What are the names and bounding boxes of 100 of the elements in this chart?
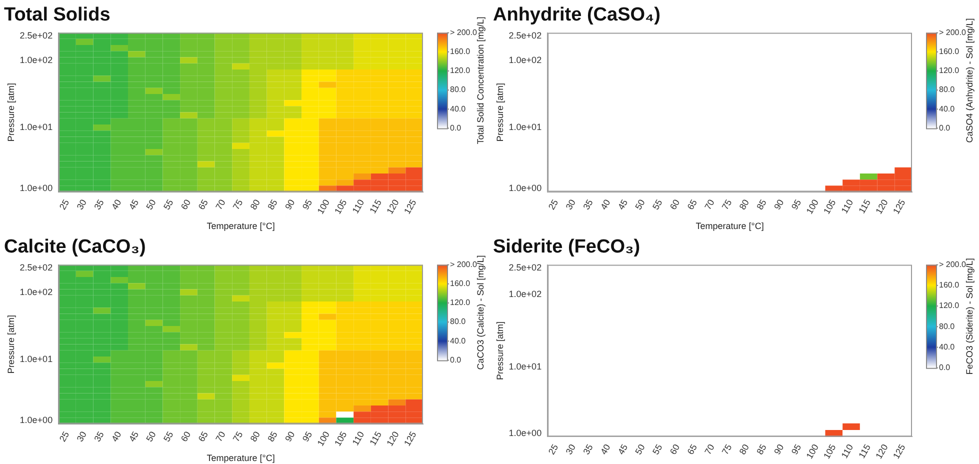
color-bar-label: 40.0: [939, 342, 956, 352]
x-tick-label: 125: [891, 198, 908, 216]
x-tick-label: 80: [737, 442, 752, 456]
y-tick-label: 1.0e+01: [20, 354, 53, 364]
color-bar-label: 160.0: [450, 47, 471, 56]
y-axis-title: Pressure [atm]: [6, 315, 16, 374]
x-tick-label: 50: [633, 198, 647, 212]
x-tick-label: 85: [266, 198, 280, 212]
x-tick-label: 55: [162, 430, 176, 444]
x-tick-label: 45: [126, 430, 141, 444]
x-tick-label: 125: [891, 442, 908, 461]
chart-title: Anhydrite (CaSO₄): [493, 4, 660, 26]
x-tick-label: 40: [110, 198, 124, 212]
y-tick-label: 2.5e+02: [508, 30, 542, 40]
y-tick-label: 1.0e+00: [508, 183, 542, 194]
x-tick-label: 25: [57, 430, 72, 444]
x-tick-label: 70: [702, 442, 716, 456]
x-axis-title: Temperature [°C]: [206, 453, 275, 464]
x-tick-label: 100: [804, 198, 820, 216]
y-tick-label: 1.0e+00: [20, 183, 53, 194]
y-tick-label: 1.0e+00: [20, 415, 53, 426]
y-tick-label: 1.0e+01: [508, 122, 542, 132]
x-tick-label: 80: [248, 198, 262, 212]
color-bar-label: 160.0: [939, 280, 960, 290]
x-tick-label: 95: [300, 430, 314, 444]
color-bar-label: 80.0: [450, 85, 466, 94]
x-tick-label: 115: [856, 198, 872, 216]
x-tick-label: 25: [546, 442, 560, 456]
color-bar-label: 0.0: [450, 123, 462, 132]
color-bar-label: 80.0: [939, 85, 956, 94]
x-tick-label: 30: [74, 430, 88, 444]
y-tick-label: 1.0e+02: [20, 54, 53, 65]
y-axis-title: Pressure [atm]: [6, 83, 16, 142]
x-tick-label: 40: [598, 442, 612, 456]
color-bar-label: 120.0: [450, 66, 471, 76]
chart-title: Calcite (CaCO₃): [4, 236, 146, 258]
x-tick-label: 85: [266, 430, 280, 444]
x-tick-label: 50: [144, 198, 158, 212]
x-tick-label: 60: [668, 442, 682, 456]
y-tick-label: 1.0e+02: [20, 286, 53, 297]
x-tick-label: 65: [196, 430, 210, 444]
x-tick-label: 70: [214, 430, 228, 444]
x-tick-label: 70: [702, 198, 716, 212]
x-tick-label: 35: [92, 430, 106, 444]
y-tick-label: 2.5e+02: [20, 262, 53, 272]
x-tick-label: 120: [874, 442, 890, 461]
x-tick-label: 45: [126, 198, 141, 212]
x-tick-label: 90: [283, 198, 297, 212]
x-tick-label: 120: [874, 198, 890, 216]
y-axis-title: Pressure [atm]: [494, 321, 505, 380]
x-tick-label: 45: [616, 198, 630, 212]
x-tick-label: 55: [162, 198, 176, 212]
x-tick-label: 60: [178, 198, 193, 212]
y-tick-label: 2.5e+02: [508, 262, 542, 273]
x-tick-label: 50: [144, 430, 158, 444]
color-bar-label: 120.0: [939, 66, 960, 76]
x-tick-label: 90: [772, 442, 786, 456]
x-tick-label: 35: [92, 198, 106, 212]
x-tick-label: 125: [402, 430, 418, 448]
color-bar-label: > 200.0: [450, 260, 478, 270]
x-tick-label: 65: [196, 198, 210, 212]
x-tick-label: 50: [633, 442, 647, 456]
x-tick-label: 90: [283, 430, 297, 444]
x-tick-label: 55: [650, 442, 664, 456]
x-axis-title: Temperature [°C]: [696, 221, 764, 232]
color-bar-label: 80.0: [450, 317, 466, 326]
y-tick-label: 1.0e+00: [508, 428, 542, 438]
x-tick-label: 100: [315, 198, 332, 216]
x-tick-label: 60: [668, 198, 682, 212]
color-bar-label: 40.0: [939, 104, 956, 114]
color-bar-label: 80.0: [939, 322, 956, 331]
x-tick-label: 85: [754, 442, 768, 456]
x-tick-label: 80: [737, 198, 752, 212]
x-tick-label: 100: [804, 442, 820, 461]
x-tick-label: 60: [178, 430, 193, 444]
y-tick-label: 1.0e+02: [508, 289, 542, 300]
x-tick-label: 105: [332, 198, 349, 216]
x-tick-label: 120: [384, 430, 401, 448]
x-tick-label: 85: [754, 198, 768, 212]
color-bar-label: 0.0: [939, 123, 951, 132]
y-axis-title: Pressure [atm]: [494, 83, 505, 142]
color-bar-label: > 200.0: [939, 28, 966, 38]
x-tick-label: 105: [822, 442, 838, 461]
y-tick-label: 1.0e+01: [508, 362, 542, 372]
color-bar-label: 40.0: [450, 104, 466, 114]
color-bar-label: 160.0: [450, 279, 471, 288]
x-tick-label: 75: [231, 198, 245, 212]
x-tick-label: 110: [839, 198, 856, 216]
x-tick-label: 105: [332, 430, 349, 448]
chart-title: Siderite (FeCO₃): [493, 236, 640, 258]
x-tick-label: 30: [74, 198, 88, 212]
x-tick-label: 30: [564, 442, 578, 456]
x-tick-label: 105: [822, 198, 838, 216]
x-tick-label: 45: [616, 442, 630, 456]
x-tick-label: 65: [685, 198, 699, 212]
x-tick-label: 80: [248, 430, 262, 444]
x-axis-title: Temperature [°C]: [206, 221, 275, 232]
y-tick-label: 2.5e+02: [20, 30, 53, 40]
color-bar-label: 120.0: [939, 301, 960, 310]
x-tick-label: 110: [350, 198, 366, 216]
